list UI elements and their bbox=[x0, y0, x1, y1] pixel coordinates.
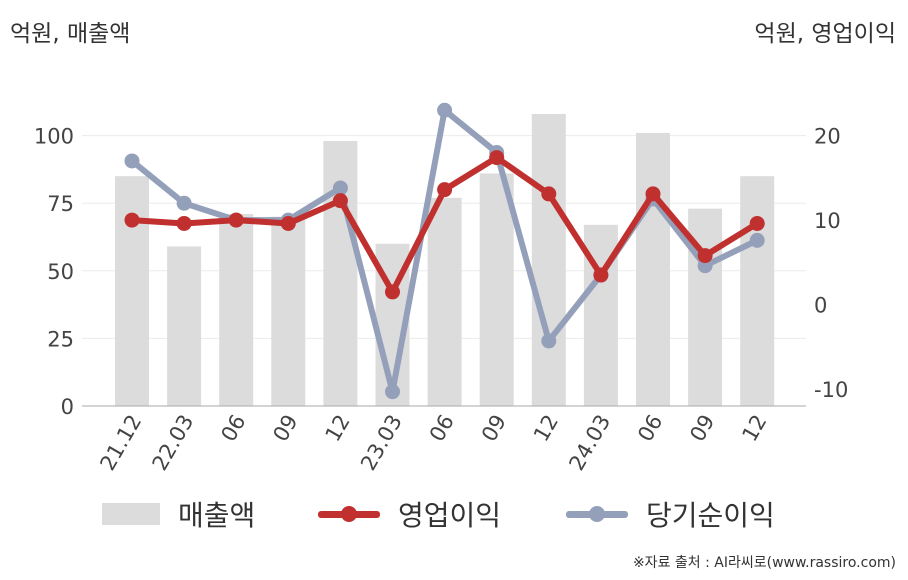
right-axis-unit-label: 억원, 영업이익 bbox=[754, 21, 896, 47]
left-tick-label: 0 bbox=[61, 395, 74, 419]
revenue-bars bbox=[115, 113, 775, 406]
legend-swatch-revenue bbox=[102, 503, 160, 525]
net-income-point bbox=[437, 102, 453, 118]
net-income-point bbox=[124, 153, 140, 169]
right-tick-label: 0 bbox=[814, 294, 827, 318]
operating-profit-point bbox=[124, 212, 140, 228]
operating-profit-point bbox=[176, 215, 192, 231]
x-tick-label: 12 bbox=[737, 411, 771, 446]
revenue-bar bbox=[479, 173, 514, 406]
source-note: ※자료 출처 : AI라씨로(www.rassiro.com) bbox=[632, 555, 896, 571]
x-tick-label: 09 bbox=[685, 411, 719, 446]
operating-profit-point bbox=[541, 186, 557, 202]
legend-label-net-income: 당기순이익 bbox=[646, 499, 775, 532]
legend-item-net-income: 당기순이익 bbox=[566, 494, 775, 534]
revenue-bar bbox=[740, 176, 775, 406]
legend-swatch-operating-profit bbox=[318, 503, 380, 525]
right-y-axis-ticks: -10 0 10 20 bbox=[814, 125, 848, 403]
revenue-bar bbox=[167, 246, 202, 406]
x-tick-label: 24.03 bbox=[564, 411, 615, 475]
revenue-bar bbox=[115, 176, 149, 406]
operating-profit-point bbox=[332, 193, 348, 209]
legend: 매출액 영업이익 당기순이익 bbox=[0, 494, 908, 534]
right-tick-label: 20 bbox=[814, 125, 841, 149]
operating-profit-point bbox=[280, 215, 296, 231]
left-tick-label: 50 bbox=[47, 260, 74, 284]
right-tick-label: 10 bbox=[814, 209, 841, 233]
left-axis-unit-label: 억원, 매출액 bbox=[10, 21, 131, 47]
x-tick-label: 22.03 bbox=[148, 411, 199, 475]
net-income-point bbox=[176, 195, 192, 211]
operating-profit-point bbox=[385, 284, 400, 300]
left-tick-label: 25 bbox=[47, 327, 74, 351]
operating-profit-point bbox=[437, 182, 453, 198]
revenue-bar bbox=[427, 197, 462, 406]
left-tick-label: 75 bbox=[47, 192, 74, 216]
x-tick-label: 09 bbox=[477, 411, 511, 446]
x-tick-label: 23.03 bbox=[356, 411, 407, 475]
operating-profit-point bbox=[593, 267, 609, 283]
net-income-point bbox=[332, 180, 348, 196]
x-axis-ticks: 21.12 22.03 06 09 12 23.03 06 09 12 24.03 06 09 12 bbox=[95, 411, 771, 475]
x-tick-label: 12 bbox=[321, 411, 355, 446]
x-tick-label: 06 bbox=[216, 411, 250, 446]
legend-item-revenue: 매출액 bbox=[102, 494, 255, 534]
x-tick-label: 09 bbox=[268, 411, 302, 446]
net-income-point bbox=[385, 384, 400, 400]
revenue-bar bbox=[271, 216, 306, 406]
net-income-point bbox=[541, 333, 557, 349]
x-tick-label: 06 bbox=[425, 411, 459, 446]
legend-swatch-net-income bbox=[566, 503, 628, 525]
net-income-point bbox=[749, 232, 765, 248]
revenue-bar bbox=[531, 113, 566, 406]
x-tick-label: 21.12 bbox=[95, 411, 146, 475]
right-tick-label: -10 bbox=[814, 378, 848, 402]
x-tick-label: 06 bbox=[633, 411, 667, 446]
x-tick-label: 12 bbox=[529, 411, 563, 446]
operating-profit-point bbox=[228, 212, 244, 228]
profit-lines bbox=[124, 102, 765, 400]
legend-item-operating-profit: 영업이익 bbox=[318, 494, 501, 534]
legend-label-operating-profit: 영업이익 bbox=[398, 499, 502, 532]
operating-profit-point bbox=[489, 150, 505, 166]
revenue-bar bbox=[219, 214, 254, 406]
operating-profit-point bbox=[697, 248, 713, 264]
left-y-axis-ticks: 0 25 50 75 100 bbox=[34, 125, 74, 419]
operating-profit-point bbox=[645, 186, 661, 202]
operating-profit-point bbox=[749, 215, 765, 231]
legend-label-revenue: 매출액 bbox=[178, 499, 256, 532]
revenue-bar bbox=[636, 132, 670, 406]
left-tick-label: 100 bbox=[34, 125, 74, 149]
